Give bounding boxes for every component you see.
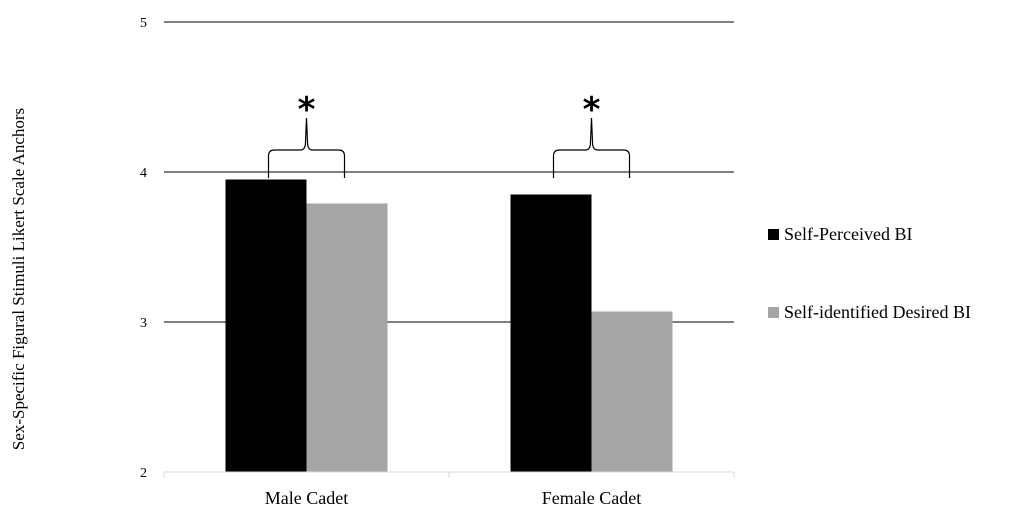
y-tick-5: 5 [140, 16, 147, 31]
significance-annotations: * * [267, 90, 631, 178]
legend-label-self-perceived: Self-Perceived BI [784, 224, 912, 244]
y-tick-2: 2 [140, 466, 147, 481]
significance-star-male: * [298, 90, 316, 130]
legend-label-desired: Self-identified Desired BI [784, 302, 971, 322]
y-tick-4: 4 [140, 166, 147, 181]
significance-brace-female [552, 117, 631, 178]
legend-swatch-self-perceived [768, 229, 779, 240]
bars [225, 179, 673, 472]
bar-desired-female [591, 311, 673, 472]
significance-brace-male [267, 117, 346, 178]
x-category-label: Male Cadet [265, 488, 348, 508]
bar-desired-male [306, 203, 388, 472]
y-tick-labels: 2 3 4 5 [140, 16, 147, 481]
y-tick-3: 3 [140, 316, 147, 331]
x-category-label: Female Cadet [542, 488, 641, 508]
axes [163, 471, 735, 478]
significance-star-female: * [583, 90, 601, 130]
y-axis-title: Sex-Specific Figural Stimuli Likert Scal… [9, 108, 28, 450]
bar-self-perceived-female [510, 194, 592, 472]
bar-self-perceived-male [225, 179, 307, 472]
legend-swatch-desired [768, 307, 779, 318]
legend: Self-Perceived BI Self-identified Desired… [768, 224, 971, 322]
x-category-labels: Male Cadet Female Cadet [265, 488, 641, 508]
